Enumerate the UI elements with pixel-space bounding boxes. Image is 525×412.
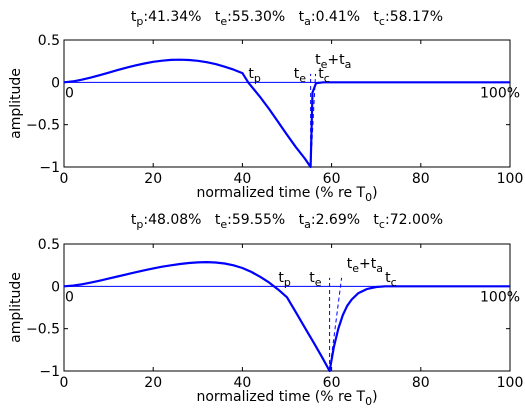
axes-frame <box>63 243 511 372</box>
x-axis-label: normalized time (% re T0) <box>196 185 377 204</box>
annotation-p: tp <box>278 270 291 289</box>
zero-line-label-right: 100% <box>480 289 520 305</box>
annotation-p: tp <box>248 66 261 85</box>
y-axis-label: amplitude <box>8 68 24 139</box>
x-tick-label: 40 <box>233 375 251 391</box>
y-axis-label: amplitude <box>8 272 24 343</box>
chart-title: tp:41.34% te:55.30% ta:0.41% tc:58.17% <box>131 9 443 28</box>
annotation-e: te <box>294 66 307 85</box>
x-tick-label: 100 <box>497 171 524 187</box>
annotation-e-plus-a: te+ta <box>315 52 351 71</box>
y-tick-label: 0.5 <box>38 33 60 49</box>
zero-line-label-left: 0 <box>65 289 74 305</box>
annotation-c: tc <box>385 270 397 289</box>
x-tick-label: 100 <box>497 375 524 391</box>
chart-title: tp:48.08% te:59.55% ta:2.69% tc:72.00% <box>131 212 443 231</box>
x-tick-label: 0 <box>60 375 69 391</box>
x-axis-label: normalized time (% re T0) <box>196 389 377 408</box>
annotation-e: te <box>309 270 322 289</box>
y-tick-label: 0 <box>51 279 60 295</box>
axes-frame <box>63 39 511 168</box>
zero-line-label-right: 100% <box>480 85 520 101</box>
x-tick-label: 80 <box>412 375 430 391</box>
x-tick-label: 60 <box>323 375 341 391</box>
x-tick-label: 60 <box>323 171 341 187</box>
zero-line-label-left: 0 <box>65 85 74 101</box>
y-tick-label: −1 <box>39 364 60 380</box>
x-tick-label: 80 <box>412 171 430 187</box>
x-tick-label: 20 <box>144 171 162 187</box>
flow-derivative-line <box>63 261 510 373</box>
y-tick-label: 0 <box>51 75 60 91</box>
y-tick-label: −0.5 <box>26 118 60 134</box>
x-tick-label: 0 <box>60 171 69 187</box>
y-tick-label: −1 <box>39 160 60 176</box>
annotation-e-plus-a: te+ta <box>347 256 383 275</box>
x-tick-label: 40 <box>233 171 251 187</box>
flow-derivative-line <box>63 58 510 169</box>
annotation-c: tc <box>318 66 330 85</box>
y-tick-label: −0.5 <box>26 322 60 338</box>
x-tick-label: 20 <box>144 375 162 391</box>
y-tick-label: 0.5 <box>38 237 60 253</box>
